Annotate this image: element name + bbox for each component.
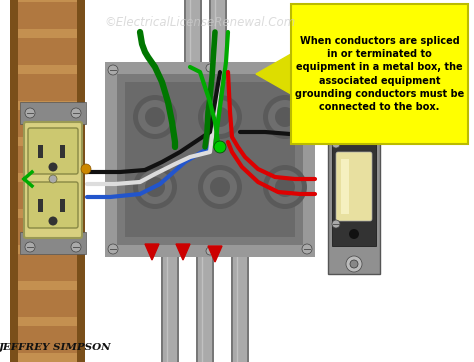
Circle shape — [349, 129, 359, 139]
Polygon shape — [256, 54, 291, 94]
Bar — [38, 145, 43, 158]
Bar — [10, 173, 85, 182]
Circle shape — [349, 229, 359, 239]
FancyBboxPatch shape — [28, 128, 78, 174]
Bar — [231, 257, 249, 362]
Circle shape — [268, 170, 302, 204]
Bar — [20, 232, 86, 254]
Bar — [10, 191, 85, 200]
FancyBboxPatch shape — [28, 182, 78, 228]
FancyBboxPatch shape — [336, 152, 372, 221]
Bar — [10, 263, 85, 272]
Text: When conductors are spliced
in or terminated to
equipment in a metal box, the
as: When conductors are spliced in or termin… — [295, 36, 464, 112]
Bar — [163, 257, 177, 362]
Bar — [125, 82, 295, 237]
Bar — [10, 335, 85, 344]
Circle shape — [48, 216, 57, 226]
Circle shape — [198, 165, 242, 209]
Bar — [10, 101, 85, 110]
Circle shape — [263, 95, 307, 139]
Circle shape — [350, 100, 358, 108]
Bar — [105, 62, 315, 257]
Bar — [60, 145, 65, 158]
Circle shape — [198, 95, 242, 139]
Bar — [10, 281, 85, 290]
Bar — [233, 257, 247, 362]
Circle shape — [350, 260, 358, 268]
Circle shape — [145, 177, 165, 197]
Circle shape — [203, 170, 237, 204]
Circle shape — [210, 177, 230, 197]
Bar — [291, 4, 468, 144]
Bar — [10, 155, 85, 164]
Bar — [60, 199, 65, 212]
Bar — [209, 0, 227, 72]
Circle shape — [346, 96, 362, 112]
Circle shape — [138, 170, 172, 204]
Circle shape — [49, 175, 57, 183]
Bar — [211, 0, 225, 72]
Bar — [186, 0, 200, 72]
Bar — [328, 94, 380, 274]
Bar — [10, 317, 85, 326]
Bar — [332, 122, 376, 246]
Bar — [10, 353, 85, 362]
Circle shape — [263, 165, 307, 209]
Bar — [10, 65, 85, 74]
Circle shape — [275, 107, 295, 127]
Circle shape — [145, 107, 165, 127]
Bar — [10, 29, 85, 38]
Bar — [198, 257, 212, 362]
Bar — [10, 245, 85, 254]
Circle shape — [71, 108, 81, 118]
Polygon shape — [145, 244, 159, 260]
Circle shape — [138, 100, 172, 134]
Polygon shape — [176, 244, 190, 260]
Circle shape — [133, 95, 177, 139]
Circle shape — [302, 244, 312, 254]
Circle shape — [210, 107, 230, 127]
Bar — [38, 199, 43, 212]
Bar — [117, 74, 303, 245]
Bar — [10, 227, 85, 236]
Circle shape — [332, 220, 340, 228]
Bar — [10, 0, 85, 362]
Text: JEFFREY SIMPSON: JEFFREY SIMPSON — [0, 344, 111, 353]
Circle shape — [332, 140, 340, 148]
Bar — [184, 0, 202, 72]
Bar — [10, 209, 85, 218]
Circle shape — [214, 141, 226, 153]
Bar — [10, 0, 18, 362]
Bar — [10, 299, 85, 308]
Circle shape — [48, 163, 57, 172]
Polygon shape — [208, 246, 222, 262]
Circle shape — [71, 242, 81, 252]
Circle shape — [275, 177, 295, 197]
Circle shape — [108, 244, 118, 254]
Circle shape — [203, 100, 237, 134]
Bar — [10, 137, 85, 146]
FancyBboxPatch shape — [24, 122, 82, 238]
Circle shape — [302, 65, 312, 75]
Bar — [77, 0, 85, 362]
Text: ©ElectricalLicenseRenewal.Com: ©ElectricalLicenseRenewal.Com — [104, 16, 296, 29]
Bar — [10, 47, 85, 56]
Circle shape — [206, 247, 214, 255]
Circle shape — [25, 108, 35, 118]
Bar — [10, 11, 85, 20]
Circle shape — [206, 64, 214, 72]
Circle shape — [133, 165, 177, 209]
Bar — [20, 102, 86, 124]
Circle shape — [81, 164, 91, 174]
Bar — [10, 0, 85, 2]
Circle shape — [108, 65, 118, 75]
Bar — [10, 83, 85, 92]
Bar — [161, 257, 179, 362]
Bar — [10, 119, 85, 128]
Bar — [196, 257, 214, 362]
Circle shape — [268, 100, 302, 134]
Bar — [341, 159, 349, 214]
Circle shape — [25, 242, 35, 252]
Circle shape — [346, 256, 362, 272]
